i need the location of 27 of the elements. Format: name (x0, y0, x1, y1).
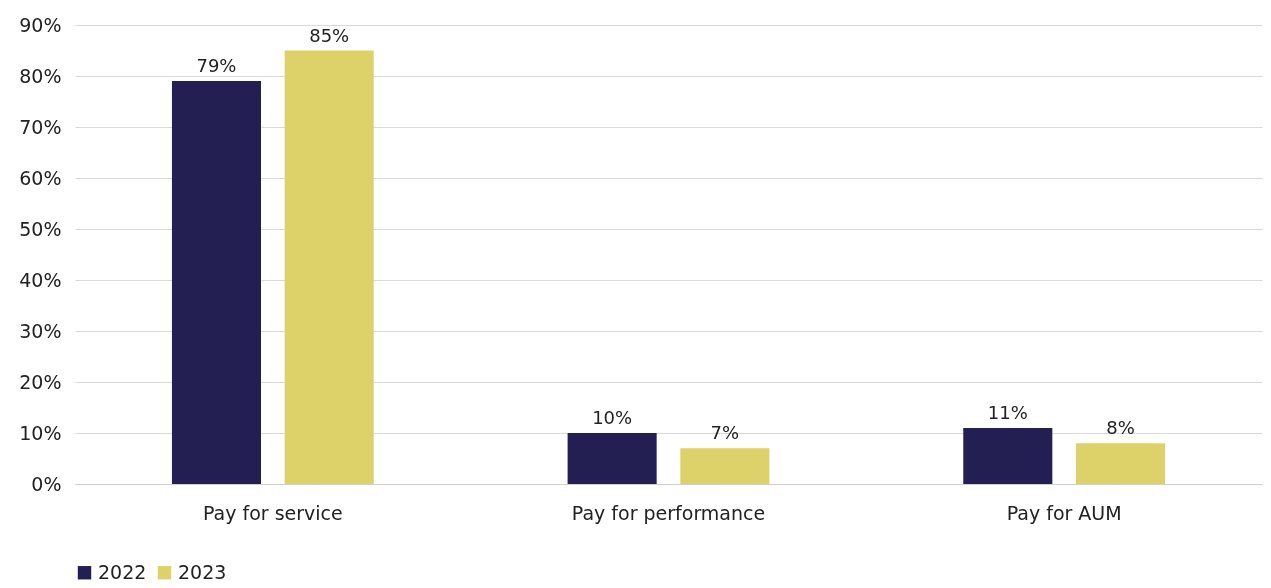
x-tick-label: Pay for performance (571, 501, 766, 524)
y-tick-label: 30% (19, 319, 62, 342)
legend-label: 2022 (98, 560, 147, 583)
y-tick-label: 10% (19, 421, 62, 444)
data-label: 10% (592, 407, 633, 428)
legend-label: 2023 (178, 560, 227, 583)
y-tick-label: 70% (19, 115, 62, 138)
bar (171, 81, 261, 484)
y-tick-label: 0% (31, 472, 62, 495)
y-tick-label: 80% (19, 64, 62, 87)
bar (567, 433, 657, 484)
bar (1076, 443, 1166, 484)
y-tick-label: 40% (19, 268, 62, 291)
data-label: 85% (309, 24, 350, 46)
x-tick-label: Pay for AUM (1006, 501, 1122, 524)
data-label: 7% (710, 422, 740, 444)
x-tick-label: Pay for service (202, 501, 343, 524)
data-label: 8% (1106, 417, 1135, 439)
bar (680, 448, 770, 484)
y-tick-label: 20% (19, 370, 62, 393)
y-tick-label: 90% (19, 13, 62, 36)
data-label: 79% (196, 55, 237, 77)
data-label: 11% (987, 401, 1028, 423)
bar (284, 50, 374, 484)
y-tick-label: 50% (19, 217, 62, 240)
y-tick-label: 60% (19, 166, 62, 189)
bar (963, 427, 1053, 484)
